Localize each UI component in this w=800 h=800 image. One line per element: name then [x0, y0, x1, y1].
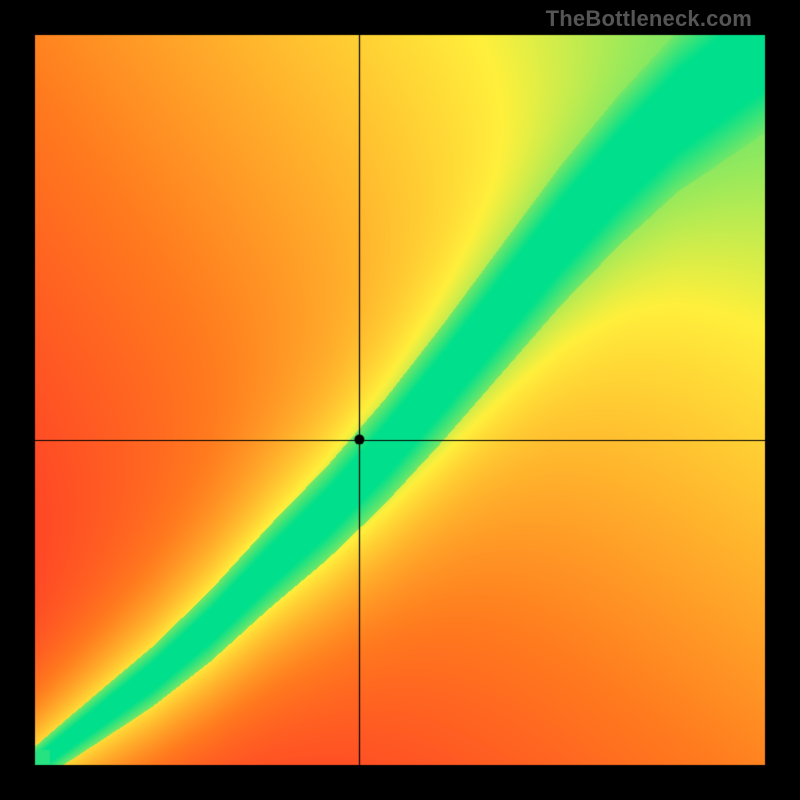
bottleneck-heatmap: [0, 0, 800, 800]
watermark-text: TheBottleneck.com: [546, 6, 752, 32]
